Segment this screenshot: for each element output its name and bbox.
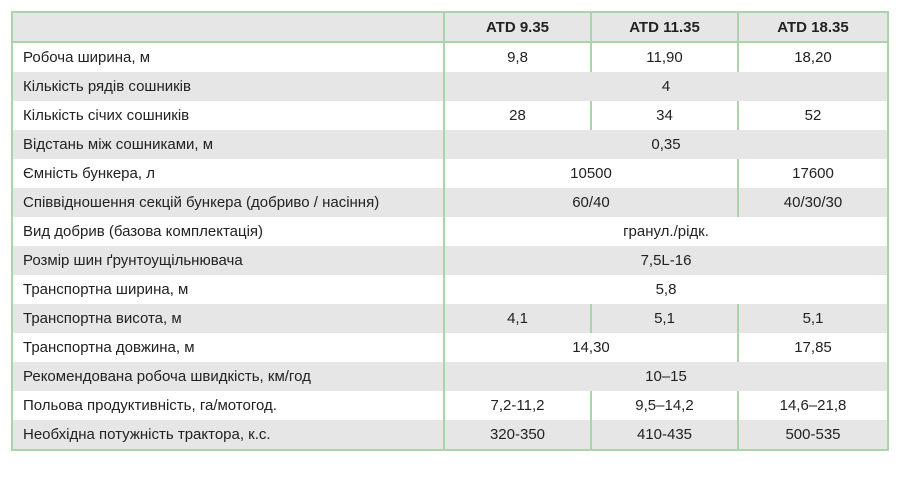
table-row: Польова продуктивність, га/мотогод. 7,2-…: [11, 391, 889, 420]
cell-value: 0,35: [443, 130, 889, 159]
table-row: Робоча ширина, м 9,8 11,90 18,20: [11, 42, 889, 72]
table-row: Транспортна висота, м 4,1 5,1 5,1: [11, 304, 889, 333]
cell-value: 34: [590, 101, 739, 130]
table-row: Кількість рядів сошників 4: [11, 72, 889, 101]
row-label: Відстань між сошниками, м: [11, 130, 445, 159]
row-label: Кількість рядів сошників: [11, 72, 445, 101]
cell-value: 5,1: [737, 304, 889, 333]
cell-value: 60/40: [443, 188, 739, 217]
cell-value: гранул./рідк.: [443, 217, 889, 246]
row-label: Розмір шин ґрунтоущільнювача: [11, 246, 445, 275]
header-model-2: ATD 11.35: [590, 12, 739, 43]
row-label: Транспортна ширина, м: [11, 275, 445, 304]
cell-value: 320-350: [443, 420, 592, 450]
cell-value: 9,8: [443, 42, 592, 72]
table-row: Рекомендована робоча швидкість, км/год 1…: [11, 362, 889, 391]
table-row: Ємність бункера, л 10500 17600: [11, 159, 889, 188]
row-label: Польова продуктивність, га/мотогод.: [11, 391, 445, 420]
header-model-3: ATD 18.35: [737, 12, 889, 43]
cell-value: 4,1: [443, 304, 592, 333]
cell-value: 500-535: [737, 420, 889, 450]
row-label: Робоча ширина, м: [11, 42, 445, 72]
cell-value: 40/30/30: [737, 188, 889, 217]
cell-value: 18,20: [737, 42, 889, 72]
row-label: Вид добрив (базова комплектація): [11, 217, 445, 246]
cell-value: 410-435: [590, 420, 739, 450]
cell-value: 17600: [737, 159, 889, 188]
cell-value: 5,1: [590, 304, 739, 333]
cell-value: 14,6–21,8: [737, 391, 889, 420]
table-row: Кількість січих сошників 28 34 52: [11, 101, 889, 130]
spec-table: ATD 9.35 ATD 11.35 ATD 18.35 Робоча шири…: [11, 11, 889, 451]
cell-value: 9,5–14,2: [590, 391, 739, 420]
row-label: Співвідношення секцій бункера (добриво /…: [11, 188, 445, 217]
table-row: Відстань між сошниками, м 0,35: [11, 130, 889, 159]
header-row: ATD 9.35 ATD 11.35 ATD 18.35: [11, 12, 889, 43]
row-label: Транспортна довжина, м: [11, 333, 445, 362]
table-row: Транспортна ширина, м 5,8: [11, 275, 889, 304]
row-label: Ємність бункера, л: [11, 159, 445, 188]
row-label: Рекомендована робоча швидкість, км/год: [11, 362, 445, 391]
table-row: Розмір шин ґрунтоущільнювача 7,5L-16: [11, 246, 889, 275]
cell-value: 14,30: [443, 333, 739, 362]
row-label: Необхідна потужність трактора, к.с.: [11, 420, 445, 450]
table-row: Транспортна довжина, м 14,30 17,85: [11, 333, 889, 362]
table-row: Необхідна потужність трактора, к.с. 320-…: [11, 420, 889, 450]
row-label: Кількість січих сошників: [11, 101, 445, 130]
cell-value: 5,8: [443, 275, 889, 304]
header-model-1: ATD 9.35: [443, 12, 592, 43]
header-blank: [11, 12, 445, 43]
table-row: Співвідношення секцій бункера (добриво /…: [11, 188, 889, 217]
cell-value: 52: [737, 101, 889, 130]
cell-value: 7,2-11,2: [443, 391, 592, 420]
cell-value: 11,90: [590, 42, 739, 72]
cell-value: 28: [443, 101, 592, 130]
cell-value: 17,85: [737, 333, 889, 362]
row-label: Транспортна висота, м: [11, 304, 445, 333]
cell-value: 4: [443, 72, 889, 101]
cell-value: 10500: [443, 159, 739, 188]
table-row: Вид добрив (базова комплектація) гранул.…: [11, 217, 889, 246]
cell-value: 10–15: [443, 362, 889, 391]
cell-value: 7,5L-16: [443, 246, 889, 275]
